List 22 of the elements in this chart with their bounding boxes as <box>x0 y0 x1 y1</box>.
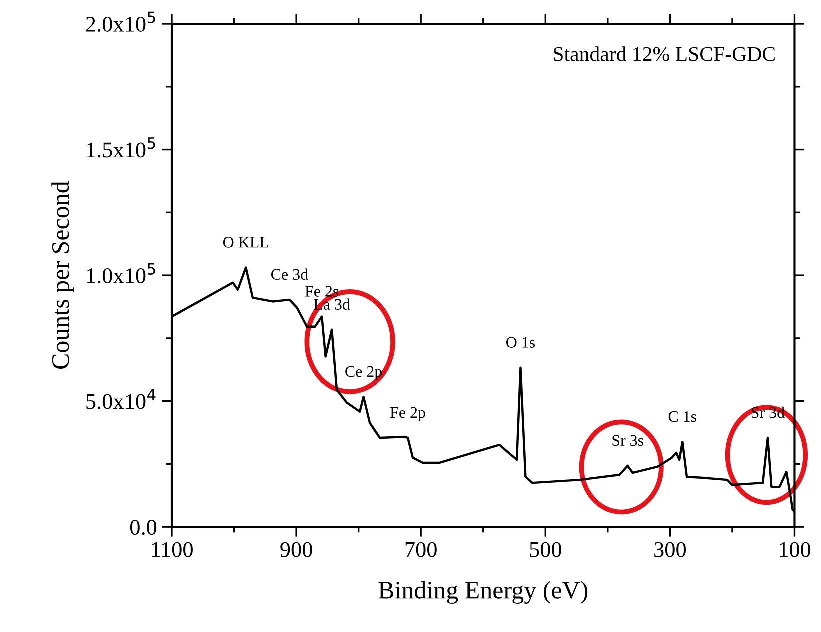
y-tick-label: 1.5x10$^{5}$ <box>87 138 156 158</box>
y-tick-label: 2.0x10$^{5}$ <box>86 12 156 32</box>
annotation: O 1s <box>506 337 536 348</box>
x-tick-label: 100 <box>780 542 811 558</box>
annotation: Ce 3d <box>271 268 308 280</box>
y-tick-label: 0.0 <box>130 520 157 536</box>
annotation: Ce 2p <box>346 366 382 380</box>
annotation: O KLL <box>223 237 268 248</box>
annotation: Fe 2s <box>305 286 339 297</box>
x-tick-label: 900 <box>280 542 312 558</box>
y-tick-label: 1.0x10$^{5}$ <box>87 263 156 284</box>
x-tick-label: 700 <box>406 542 437 558</box>
x-tick-label: 300 <box>654 542 686 558</box>
annotation: C 1s <box>668 411 696 422</box>
annotation: Sr 3s <box>612 435 644 446</box>
annotation: Standard 12% LSCF-GDC <box>554 46 775 62</box>
y-tick-label: 5.0x10$^{4}$ <box>86 389 156 410</box>
x-axis-title: Binding Energy (eV) <box>378 581 588 604</box>
annotation: Fe 2p <box>390 407 426 422</box>
x-tick-label: 1100 <box>152 542 193 558</box>
y-axis-title: Counts per Second <box>52 181 74 369</box>
x-tick-label: 500 <box>530 542 562 558</box>
